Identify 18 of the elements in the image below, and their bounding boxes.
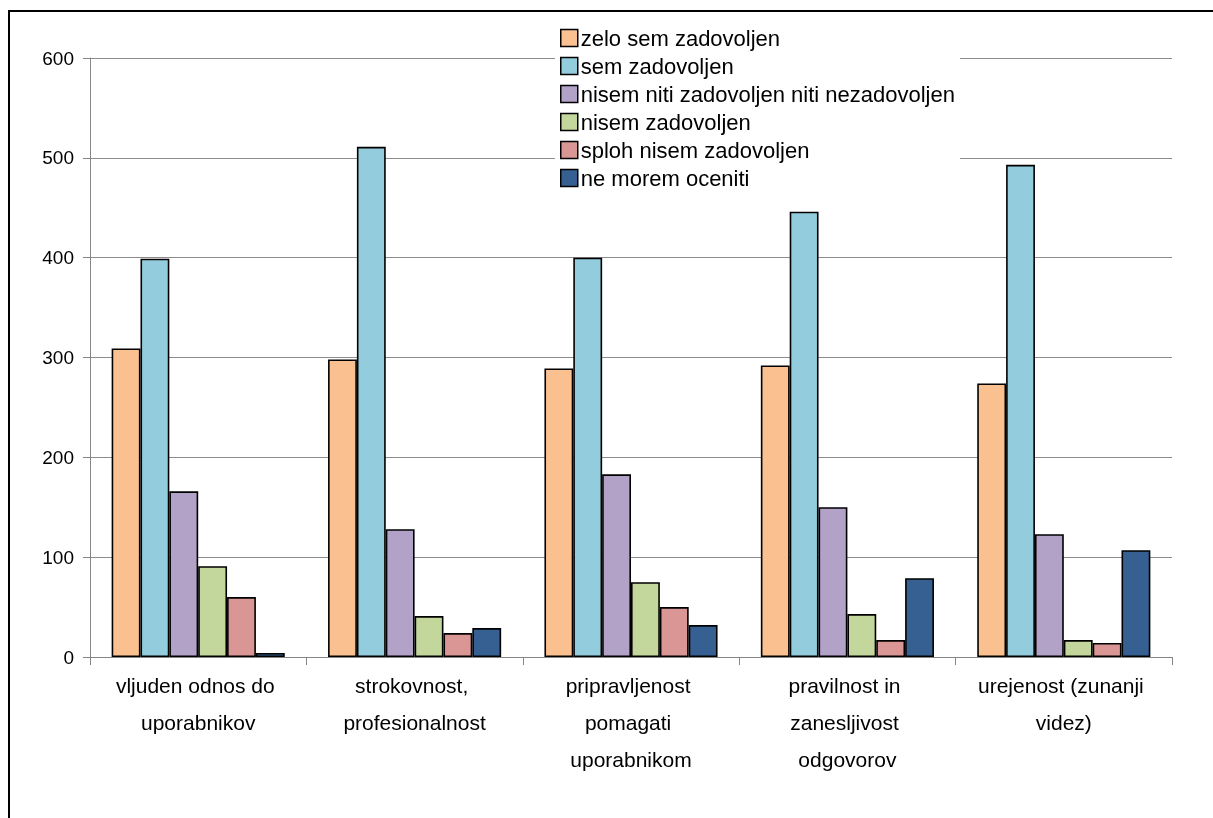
y-tick-label: 300 (42, 347, 74, 368)
legend-label: ne morem oceniti (580, 165, 750, 191)
legend-label: nisem zadovoljen (580, 109, 751, 135)
x-tick-label: pripravljenost pomagati uporabnikom (565, 674, 697, 771)
y-tick-label: 100 (42, 546, 74, 568)
y-tick-label: 200 (42, 446, 74, 468)
x-tick-label: vljuden odnos do uporabnikov (115, 674, 281, 734)
legend-label: zelo sem zadovoljen (580, 25, 781, 51)
x-tick-label: urejenost (zunanji videz) (978, 674, 1150, 734)
y-tick-label: 400 (42, 247, 74, 269)
x-tick-label: pravilnost in zanesljivost odgovorov (788, 674, 907, 771)
x-tick-label: strokovnost, profesionalnost (343, 674, 486, 734)
y-tick-label: 600 (42, 47, 74, 69)
legend-label: sploh nisem zadovoljen (580, 137, 810, 163)
legend-label: nisem niti zadovoljen niti nezadovoljen (580, 81, 955, 107)
y-tick-label: 0 (63, 646, 74, 668)
y-tick-label: 500 (42, 147, 74, 169)
legend-label: sem zadovoljen (580, 53, 734, 79)
